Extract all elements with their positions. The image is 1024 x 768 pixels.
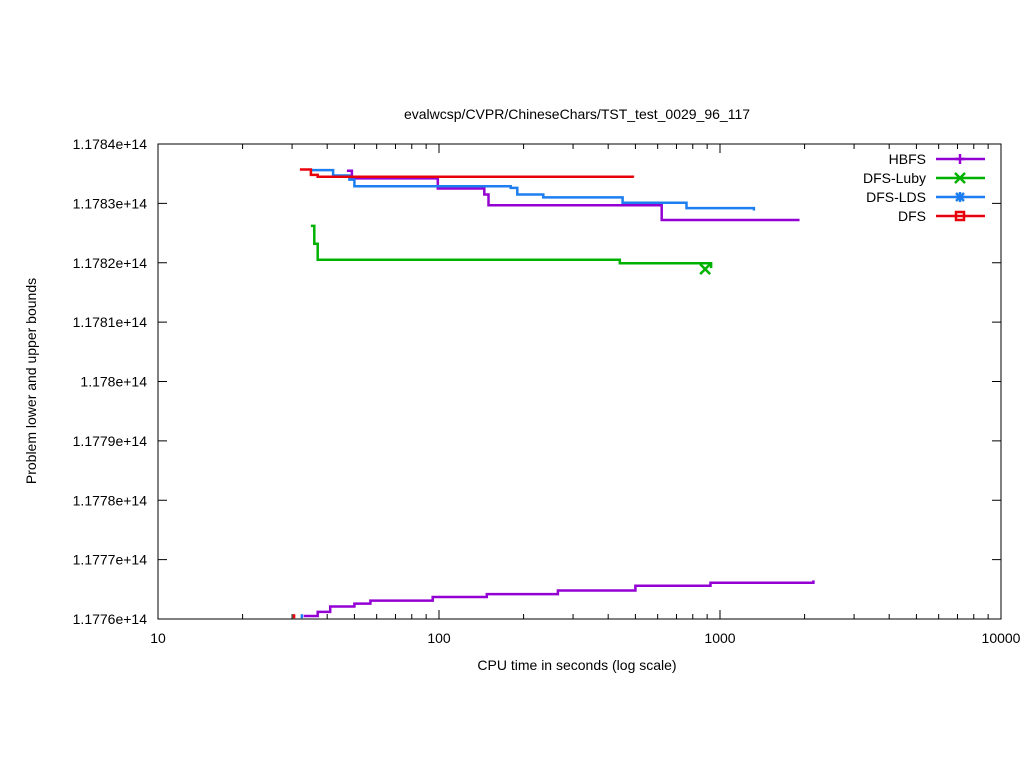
dfs-luby-end-marker bbox=[699, 263, 712, 275]
axis-ticks: 10 100 1000 10000 1.1776e+14 1.1777e+14 1.1778… bbox=[73, 136, 1021, 646]
y-tick-label: 1.1784e+14 bbox=[73, 136, 148, 152]
legend-hbfs-label: HBFS bbox=[889, 151, 926, 167]
x-tick-label: 10000 bbox=[982, 630, 1021, 646]
plot-series bbox=[292, 168, 815, 619]
legend-dfs-lds-label: DFS-LDS bbox=[866, 189, 926, 205]
y-tick-label: 1.1778e+14 bbox=[73, 492, 148, 508]
legend-dfs-luby-label: DFS-Luby bbox=[863, 170, 926, 186]
legend: HBFS DFS-Luby DFS-LDS DFS bbox=[863, 151, 985, 224]
legend-dfs-label: DFS bbox=[898, 208, 926, 224]
chart-title: evalwcsp/CVPR/ChineseChars/TST_test_0029… bbox=[404, 106, 750, 122]
plot-frame bbox=[157, 143, 1002, 620]
legend-dfs-lds-marker bbox=[955, 192, 965, 202]
y-tick-label: 1.1781e+14 bbox=[73, 314, 148, 330]
dfs-upper-line bbox=[299, 168, 635, 178]
legend-dfs-marker bbox=[954, 210, 966, 222]
y-tick-label: 1.1777e+14 bbox=[73, 552, 148, 568]
hbfs-lower-line bbox=[303, 580, 815, 618]
y-tick-label: 1.1783e+14 bbox=[73, 195, 148, 211]
x-tick-label: 1000 bbox=[704, 630, 735, 646]
y-tick-label: 1.1782e+14 bbox=[73, 255, 148, 271]
x-axis-label: CPU time in seconds (log scale) bbox=[477, 657, 676, 673]
x-tick-label: 100 bbox=[427, 630, 451, 646]
y-tick-label: 1.1776e+14 bbox=[73, 611, 148, 627]
x-tick-label: 10 bbox=[150, 630, 166, 646]
y-tick-label: 1.178e+14 bbox=[80, 374, 147, 390]
hbfs-upper-line bbox=[346, 169, 800, 222]
legend-hbfs-marker bbox=[955, 154, 965, 164]
y-tick-label: 1.1779e+14 bbox=[73, 433, 148, 449]
dfs-luby-upper-line bbox=[310, 224, 713, 269]
y-axis-label: Problem lower and upper bounds bbox=[23, 278, 39, 484]
legend-dfs-luby-marker bbox=[954, 172, 966, 184]
